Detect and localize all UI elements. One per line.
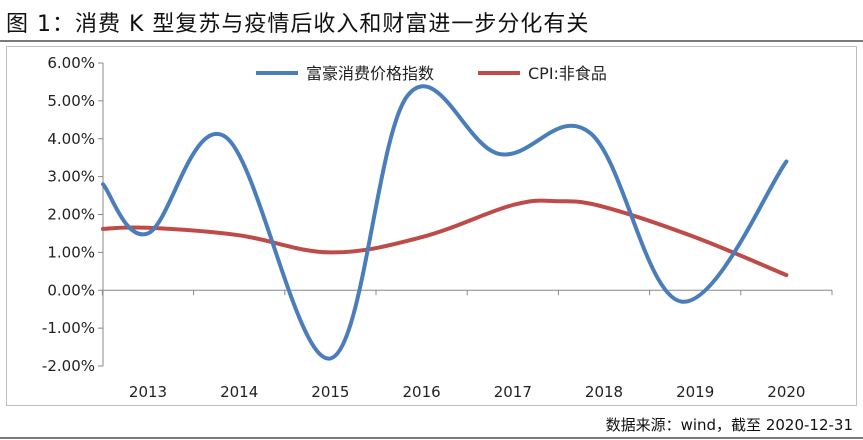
x-tick-label: 2014 [220, 383, 258, 401]
x-tick-label: 2020 [767, 383, 805, 401]
y-tick-label: 6.00% [47, 54, 95, 72]
chart-frame [6, 46, 857, 406]
data-source-note: 数据来源：wind，截至 2020-12-31 [605, 416, 853, 434]
series-lines [101, 84, 789, 361]
x-tick-label: 2015 [311, 383, 349, 401]
y-tick-label: 3.00% [47, 168, 95, 186]
x-axis: 2013 2014 2015 2016 2017 2018 2019 2020 [101, 289, 833, 401]
y-tick-label: 1.00% [47, 243, 95, 261]
legend-label-2: CPI:非食品 [528, 64, 607, 83]
y-tick-label: 0.00% [47, 281, 95, 299]
x-tick-label: 2018 [585, 383, 623, 401]
x-tick-label: 2016 [403, 383, 441, 401]
legend-label-1: 富豪消费价格指数 [306, 64, 434, 83]
series-line-2 [101, 198, 789, 278]
legend: 富豪消费价格指数 CPI:非食品 [256, 64, 607, 83]
y-tick-label: 2.00% [47, 206, 95, 224]
y-tick-label: -2.00% [42, 357, 95, 375]
x-tick-label: 2017 [494, 383, 532, 401]
series-line-1 [101, 84, 789, 361]
title-divider [0, 40, 863, 42]
y-tick-label: -1.00% [42, 319, 95, 337]
x-tick-label: 2013 [129, 383, 167, 401]
page-title: 图 1：消费 K 型复苏与疫情后收入和财富进一步分化有关 [6, 12, 590, 37]
x-tick-label: 2019 [676, 383, 714, 401]
y-tick-label: 4.00% [47, 130, 95, 148]
y-tick-label: 5.00% [47, 92, 95, 110]
bottom-divider [0, 437, 863, 439]
y-axis: -2.00% -1.00% 0.00% 1.00% 2.00% 3.00% 4.00% 5.0… [42, 54, 104, 375]
